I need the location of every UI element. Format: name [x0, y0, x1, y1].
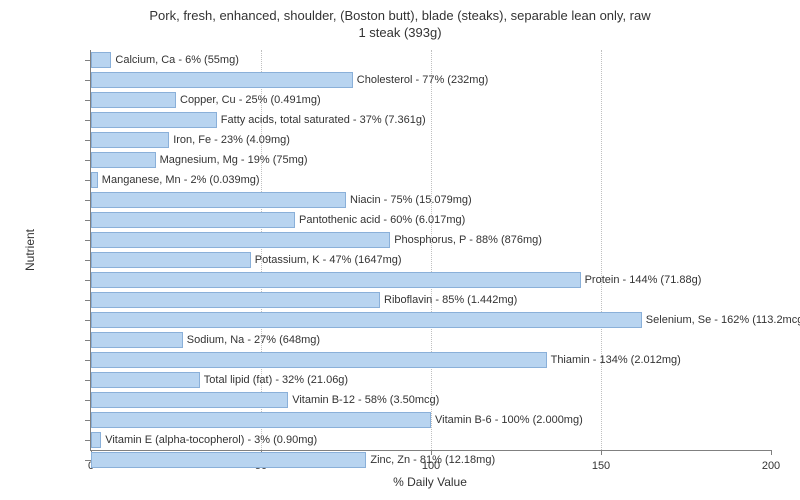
nutrient-bar — [91, 72, 353, 88]
xtick-label: 100 — [422, 460, 440, 472]
ytick — [85, 120, 91, 121]
ytick — [85, 380, 91, 381]
ytick — [85, 280, 91, 281]
nutrient-bar — [91, 132, 169, 148]
ytick — [85, 200, 91, 201]
nutrient-bar — [91, 232, 390, 248]
nutrient-label: Iron, Fe - 23% (4.09mg) — [173, 132, 290, 148]
ytick — [85, 460, 91, 461]
title-line-2: 1 steak (393g) — [358, 25, 441, 40]
nutrient-label: Thiamin - 134% (2.012mg) — [551, 352, 681, 368]
nutrient-bar — [91, 112, 217, 128]
nutrient-label: Protein - 144% (71.88g) — [585, 272, 702, 288]
nutrient-label: Vitamin B-12 - 58% (3.50mcg) — [292, 392, 439, 408]
nutrient-bar — [91, 452, 366, 468]
nutrient-label: Copper, Cu - 25% (0.491mg) — [180, 92, 321, 108]
nutrient-label: Total lipid (fat) - 32% (21.06g) — [204, 372, 348, 388]
nutrient-bar — [91, 412, 431, 428]
ytick — [85, 320, 91, 321]
nutrient-bar — [91, 352, 547, 368]
xtick — [771, 450, 772, 455]
nutrient-bar — [91, 392, 288, 408]
nutrition-chart: Pork, fresh, enhanced, shoulder, (Boston… — [0, 0, 800, 500]
nutrient-bar — [91, 152, 156, 168]
ytick — [85, 260, 91, 261]
nutrient-label: Calcium, Ca - 6% (55mg) — [115, 52, 238, 68]
nutrient-label: Potassium, K - 47% (1647mg) — [255, 252, 402, 268]
title-line-1: Pork, fresh, enhanced, shoulder, (Boston… — [149, 8, 650, 23]
nutrient-label: Riboflavin - 85% (1.442mg) — [384, 292, 517, 308]
ytick — [85, 420, 91, 421]
nutrient-bar — [91, 432, 101, 448]
nutrient-label: Vitamin E (alpha-tocopherol) - 3% (0.90m… — [105, 432, 317, 448]
nutrient-label: Phosphorus, P - 88% (876mg) — [394, 232, 542, 248]
nutrient-label: Fatty acids, total saturated - 37% (7.36… — [221, 112, 426, 128]
x-axis-label: % Daily Value — [90, 475, 770, 489]
ytick — [85, 100, 91, 101]
nutrient-label: Manganese, Mn - 2% (0.039mg) — [102, 172, 260, 188]
nutrient-bar — [91, 192, 346, 208]
ytick — [85, 240, 91, 241]
nutrient-label: Magnesium, Mg - 19% (75mg) — [160, 152, 308, 168]
gridline — [431, 50, 432, 450]
nutrient-label: Pantothenic acid - 60% (6.017mg) — [299, 212, 465, 228]
ytick — [85, 180, 91, 181]
nutrient-bar — [91, 52, 111, 68]
ytick — [85, 60, 91, 61]
xtick — [431, 450, 432, 455]
nutrient-bar — [91, 332, 183, 348]
nutrient-label: Sodium, Na - 27% (648mg) — [187, 332, 320, 348]
ytick — [85, 140, 91, 141]
ytick — [85, 220, 91, 221]
ytick — [85, 360, 91, 361]
chart-title: Pork, fresh, enhanced, shoulder, (Boston… — [0, 8, 800, 42]
ytick — [85, 80, 91, 81]
y-axis-label: Nutrient — [23, 229, 37, 271]
nutrient-label: Cholesterol - 77% (232mg) — [357, 72, 488, 88]
nutrient-bar — [91, 312, 642, 328]
gridline — [601, 50, 602, 450]
nutrient-bar — [91, 92, 176, 108]
xtick-label: 200 — [762, 460, 780, 472]
nutrient-bar — [91, 272, 581, 288]
nutrient-bar — [91, 252, 251, 268]
ytick — [85, 440, 91, 441]
nutrient-bar — [91, 292, 380, 308]
nutrient-bar — [91, 172, 98, 188]
gridline — [261, 50, 262, 450]
nutrient-label: Niacin - 75% (15.079mg) — [350, 192, 472, 208]
nutrient-bar — [91, 372, 200, 388]
nutrient-bar — [91, 212, 295, 228]
nutrient-label: Selenium, Se - 162% (113.2mcg) — [646, 312, 800, 328]
ytick — [85, 400, 91, 401]
ytick — [85, 340, 91, 341]
nutrient-label: Vitamin B-6 - 100% (2.000mg) — [435, 412, 583, 428]
xtick — [601, 450, 602, 455]
ytick — [85, 300, 91, 301]
plot-area: 050100150200Calcium, Ca - 6% (55mg)Chole… — [90, 50, 771, 451]
ytick — [85, 160, 91, 161]
xtick-label: 150 — [592, 460, 610, 472]
